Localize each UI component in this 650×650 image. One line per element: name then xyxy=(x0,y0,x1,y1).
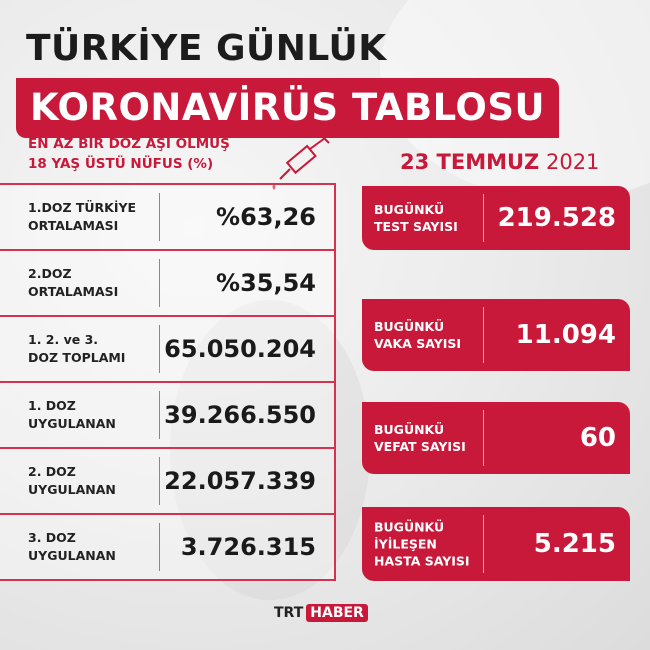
recovered-count-card: BUGÜNKÜ İYİLEŞEN HASTA SAYISI 5.215 xyxy=(362,507,630,581)
table-row: 2. DOZ UYGULANAN 22.057.339 xyxy=(0,449,334,515)
row-label: 1. DOZ UYGULANAN xyxy=(28,398,116,431)
row-value: 22.057.339 xyxy=(164,467,316,495)
card-value: 219.528 xyxy=(497,203,616,233)
card-value: 11.094 xyxy=(515,320,616,350)
row-label: 2. DOZ UYGULANAN xyxy=(28,464,116,497)
row-label: 1. 2. ve 3. DOZ TOPLAMI xyxy=(28,332,126,365)
background-vial xyxy=(170,300,370,600)
table-row: 1.DOZ TÜRKİYE ORTALAMASI %63,26 xyxy=(0,185,334,251)
row-value: 39.266.550 xyxy=(164,401,316,429)
trt-haber-logo: TRT HABER xyxy=(274,604,368,622)
date: 23 TEMMUZ 2021 xyxy=(400,150,599,174)
subtitle-line1: EN AZ BİR DOZ AŞI OLMUŞ xyxy=(28,136,230,152)
vaccine-table: 1.DOZ TÜRKİYE ORTALAMASI %63,26 2.DOZ ORTAL… xyxy=(0,183,336,581)
subtitle-line2: 18 YAŞ ÜSTÜ NÜFUS (%) xyxy=(28,156,214,172)
table-row: 3. DOZ UYGULANAN 3.726.315 xyxy=(0,515,334,581)
card-value: 5.215 xyxy=(533,529,616,559)
death-count-card: BUGÜNKÜ VEFAT SAYISI 60 xyxy=(362,402,630,474)
row-value: 3.726.315 xyxy=(180,533,316,561)
title-line2: KORONAVİRÜS TABLOSU xyxy=(16,78,560,138)
table-row: 1. DOZ UYGULANAN 39.266.550 xyxy=(0,383,334,449)
title-line1: TÜRKİYE GÜNLÜK xyxy=(26,28,387,69)
date-year: 2021 xyxy=(545,150,600,174)
row-value: %63,26 xyxy=(216,203,316,231)
row-label: 3. DOZ UYGULANAN xyxy=(28,530,116,563)
case-count-card: BUGÜNKÜ VAKA SAYISI 11.094 xyxy=(362,299,630,371)
table-row: 2.DOZ ORTALAMASI %35,54 xyxy=(0,251,334,317)
date-day-month: 23 TEMMUZ xyxy=(400,150,540,174)
row-value: %35,54 xyxy=(216,269,316,297)
table-row: 1. 2. ve 3. DOZ TOPLAMI 65.050.204 xyxy=(0,317,334,383)
table-subtitle: EN AZ BİR DOZ AŞI OLMUŞ 18 YAŞ ÜSTÜ NÜFU… xyxy=(28,134,230,174)
card-value: 60 xyxy=(579,423,616,453)
row-label: 1.DOZ TÜRKİYE ORTALAMASI xyxy=(28,200,137,233)
row-label: 2.DOZ ORTALAMASI xyxy=(28,266,119,299)
test-count-card: BUGÜNKÜ TEST SAYISI 219.528 xyxy=(362,186,630,250)
row-value: 65.050.204 xyxy=(164,335,316,363)
